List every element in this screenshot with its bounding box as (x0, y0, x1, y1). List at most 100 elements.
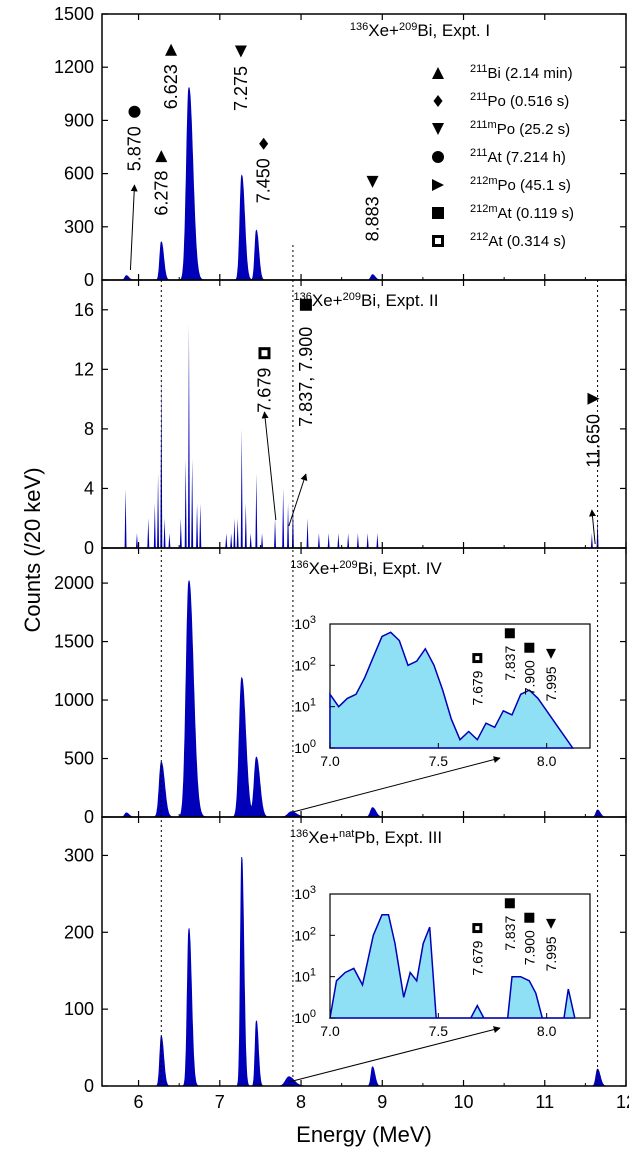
filled-square-marker (524, 642, 535, 653)
filled-square-marker (432, 207, 444, 219)
y-tick-label: 300 (64, 217, 94, 237)
inset-y-tick-label: 100 (294, 738, 316, 756)
inset-peak-label: 7.900 (521, 660, 537, 695)
y-tick-label: 100 (64, 999, 94, 1019)
legend-entry: 212mAt (0.119 s) (470, 203, 574, 222)
filled-square-marker (299, 298, 312, 311)
title-text: Pb, Expt. III (354, 828, 442, 847)
count-bar (596, 518, 599, 548)
count-bar (230, 533, 233, 548)
title-text: Xe+ (308, 828, 339, 847)
inset-peak-label: 7.837 (502, 646, 518, 681)
count-bar (196, 503, 199, 548)
y-tick-label: 200 (64, 922, 94, 942)
count-bar (590, 533, 593, 548)
count-bar (147, 518, 150, 548)
count-bar (124, 488, 127, 548)
count-bar (187, 324, 190, 548)
down-triangle-marker (366, 175, 379, 188)
mass-number: 211 (470, 147, 488, 159)
x-axis-title: Energy (MeV) (296, 1122, 432, 1147)
legend-entry: 212mPo (45.1 s) (470, 175, 571, 194)
legend-label: At (7.214 h) (488, 149, 566, 166)
mass-number: 212m (470, 203, 498, 215)
inset-y-tick-label: 101 (294, 967, 316, 985)
inset-y-tick-label: 102 (294, 655, 316, 673)
inset-area (329, 631, 575, 749)
filled-square-marker (524, 912, 535, 923)
title-text: Bi, Expt. I (417, 21, 490, 40)
inset-area (329, 913, 576, 1019)
panel-title: 136Xe+209Bi, Expt. I (350, 21, 490, 40)
x-tick-label: 8 (296, 1092, 306, 1112)
inset-y-tick-label: 103 (294, 884, 316, 902)
exponent: 0 (310, 1008, 316, 1020)
y-axis-title: Counts (/20 keV) (20, 467, 45, 632)
mass-number: 136 (350, 21, 368, 33)
inset-x-tick-label: 7.5 (429, 1023, 449, 1039)
inset-peak-label: 7.679 (469, 670, 485, 705)
down-triangle-marker (234, 45, 247, 58)
y-tick-label: 0 (84, 1076, 94, 1096)
mass-number: 136 (290, 559, 308, 571)
y-tick-label: 16 (74, 300, 94, 320)
title-text: Bi, Expt. IV (358, 559, 443, 578)
count-bar (261, 533, 264, 548)
annotation-arrow (588, 509, 596, 545)
y-tick-label: 1500 (54, 4, 94, 24)
legend-entry: 211At (7.214 h) (470, 147, 566, 166)
count-bar (356, 533, 359, 548)
inset-y-tick-label: 100 (294, 1008, 316, 1026)
inset-peak-label: 7.679 (469, 940, 485, 975)
mass-number: 209 (343, 291, 361, 303)
count-bar (240, 428, 243, 548)
mass-number: 212 (470, 231, 488, 243)
count-bar (249, 533, 252, 548)
y-tick-label: 0 (84, 538, 94, 558)
panel-2: 0 4 8 12 16 136Xe+209Bi, Expt. II 7.679 7.837, … (74, 279, 627, 558)
legend-label: Po (45.1 s) (498, 177, 571, 194)
y-tick-label: 0 (84, 807, 94, 827)
count-bar (236, 518, 239, 548)
x-tick-label: 12 (616, 1092, 629, 1112)
down-triangle-marker (432, 123, 444, 135)
y-tick-label: 0 (84, 270, 94, 290)
count-bar (327, 533, 330, 548)
circle-marker (128, 105, 141, 118)
count-bar (337, 533, 340, 548)
down-triangle-marker (546, 648, 556, 659)
legend-entry: 211mPo (25.2 s) (470, 119, 570, 138)
count-bar (168, 533, 171, 548)
count-bar (255, 473, 258, 548)
count-bar (199, 503, 202, 548)
up-triangle-marker (432, 67, 444, 79)
x-tick-label: 11 (535, 1092, 554, 1112)
y-tick-label: 1000 (54, 690, 94, 710)
filled-square-marker (504, 898, 515, 909)
count-bar (282, 488, 285, 548)
peak-label: 8.883 (363, 196, 383, 241)
x-tick-label: 6 (134, 1092, 144, 1112)
mass-number: 211 (470, 91, 488, 103)
y-tick-label: 600 (64, 164, 94, 184)
title-text: Xe+ (309, 559, 340, 578)
annotation-arrow (288, 1026, 501, 1083)
y-tick-label: 1500 (54, 632, 94, 652)
y-tick-label: 300 (64, 845, 94, 865)
annotation-arrow (261, 411, 277, 521)
y-tick-label: 1200 (54, 57, 94, 77)
exponent: 3 (310, 884, 316, 896)
peak-label: 7.679 (254, 368, 274, 413)
mass-number: 211m (470, 119, 497, 131)
inset-y-tick-label: 102 (294, 925, 316, 943)
y-tick-label: 900 (64, 110, 94, 130)
peak-label: 6.278 (151, 171, 171, 216)
count-bar (179, 518, 182, 548)
y-tick-label: 8 (84, 419, 94, 439)
count-bar (317, 533, 320, 548)
y-tick-label: 500 (64, 749, 94, 769)
inset-x-tick-label: 7.0 (320, 753, 340, 769)
exponent: 2 (310, 925, 316, 937)
mass-number: 136 (290, 828, 308, 840)
